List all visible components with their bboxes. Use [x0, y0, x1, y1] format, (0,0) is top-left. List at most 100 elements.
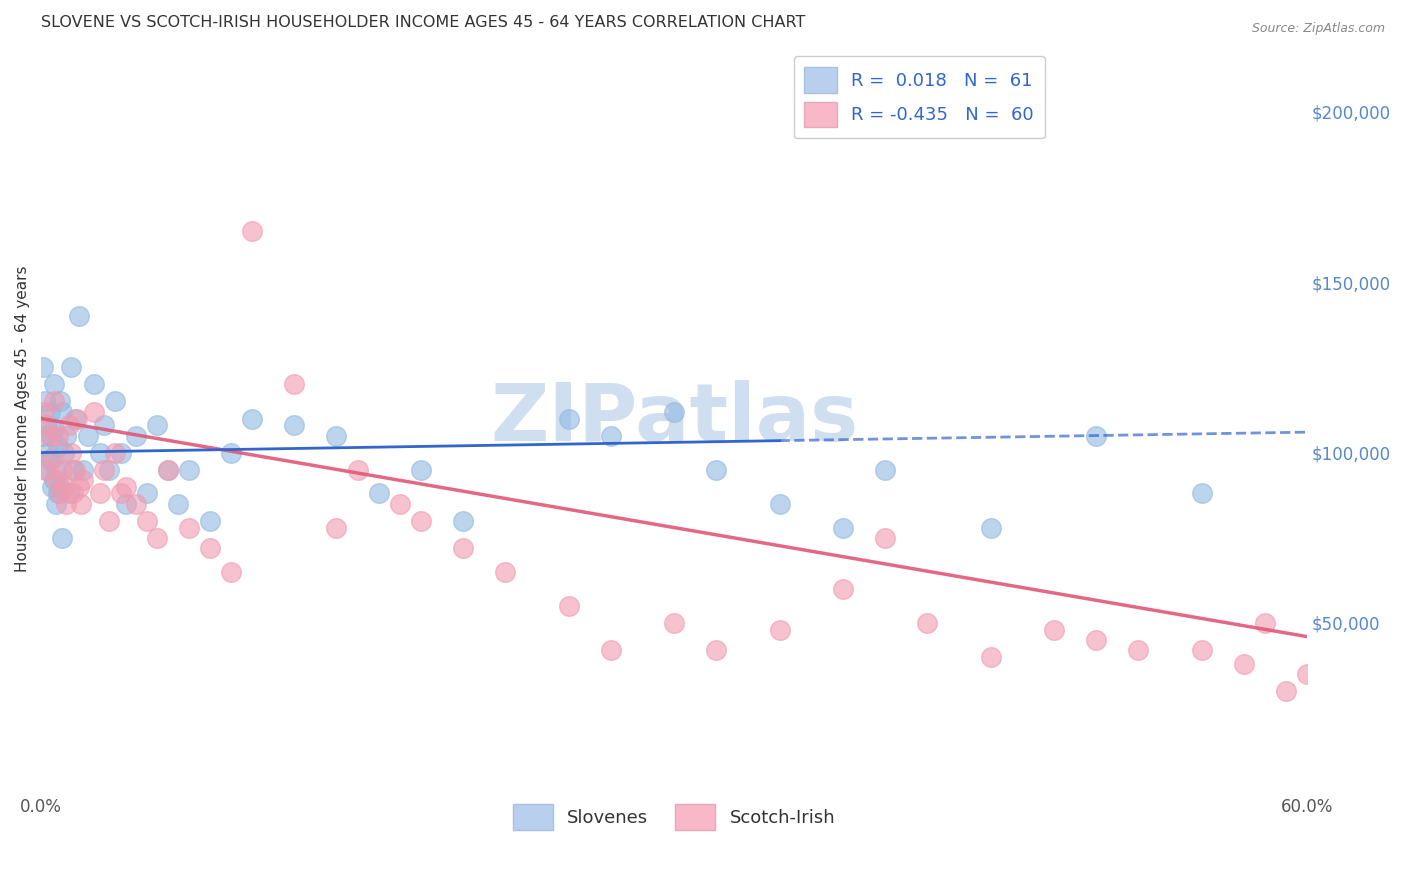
Point — [125, 497, 148, 511]
Point — [1254, 615, 1277, 630]
Point — [62, 486, 84, 500]
Point — [662, 405, 685, 419]
Point — [55, 428, 77, 442]
Point — [873, 531, 896, 545]
Point — [1085, 632, 1108, 647]
Point — [346, 462, 368, 476]
Point — [409, 514, 432, 528]
Point — [41, 428, 63, 442]
Point — [494, 565, 516, 579]
Point — [1128, 643, 1150, 657]
Point — [45, 473, 67, 487]
Point — [42, 394, 65, 409]
Point — [156, 462, 179, 476]
Point — [114, 497, 136, 511]
Point — [1191, 486, 1213, 500]
Point — [93, 418, 115, 433]
Point — [167, 497, 190, 511]
Text: Source: ZipAtlas.com: Source: ZipAtlas.com — [1251, 22, 1385, 36]
Point — [135, 514, 157, 528]
Point — [41, 480, 63, 494]
Point — [32, 360, 55, 375]
Point — [873, 462, 896, 476]
Point — [177, 520, 200, 534]
Point — [63, 411, 86, 425]
Point — [51, 462, 73, 476]
Point — [62, 462, 84, 476]
Point — [831, 520, 853, 534]
Point — [45, 497, 67, 511]
Point — [125, 428, 148, 442]
Text: ZIPatlas: ZIPatlas — [489, 379, 858, 458]
Point — [409, 462, 432, 476]
Point — [980, 520, 1002, 534]
Y-axis label: Householder Income Ages 45 - 64 years: Householder Income Ages 45 - 64 years — [15, 265, 30, 572]
Point — [104, 394, 127, 409]
Point — [55, 497, 77, 511]
Point — [83, 377, 105, 392]
Point — [198, 541, 221, 555]
Point — [1043, 623, 1066, 637]
Point — [63, 462, 86, 476]
Point — [980, 650, 1002, 665]
Point — [114, 480, 136, 494]
Point — [42, 473, 65, 487]
Point — [104, 445, 127, 459]
Point — [67, 310, 90, 324]
Point — [388, 497, 411, 511]
Point — [110, 486, 132, 500]
Point — [34, 394, 56, 409]
Point — [240, 224, 263, 238]
Point — [325, 428, 347, 442]
Point — [83, 405, 105, 419]
Point — [49, 486, 72, 500]
Point — [70, 497, 93, 511]
Point — [451, 514, 474, 528]
Point — [367, 486, 389, 500]
Point — [599, 643, 621, 657]
Point — [283, 418, 305, 433]
Point — [97, 462, 120, 476]
Point — [38, 428, 60, 442]
Point — [177, 462, 200, 476]
Point — [66, 411, 89, 425]
Point — [46, 439, 69, 453]
Point — [768, 497, 790, 511]
Point — [1191, 643, 1213, 657]
Point — [1275, 684, 1298, 698]
Point — [46, 486, 69, 500]
Point — [72, 462, 94, 476]
Point — [1233, 657, 1256, 671]
Point — [51, 405, 73, 419]
Point — [704, 643, 727, 657]
Point — [662, 615, 685, 630]
Point — [768, 623, 790, 637]
Point — [915, 615, 938, 630]
Point — [89, 486, 111, 500]
Point — [557, 599, 579, 613]
Point — [89, 445, 111, 459]
Point — [49, 480, 72, 494]
Point — [49, 394, 72, 409]
Point — [42, 377, 65, 392]
Point — [51, 531, 73, 545]
Point — [146, 531, 169, 545]
Point — [34, 418, 56, 433]
Point — [67, 480, 90, 494]
Point — [156, 462, 179, 476]
Point — [53, 445, 76, 459]
Point — [59, 445, 82, 459]
Point — [97, 514, 120, 528]
Point — [146, 418, 169, 433]
Point — [451, 541, 474, 555]
Point — [38, 405, 60, 419]
Point — [1085, 428, 1108, 442]
Point — [42, 422, 65, 436]
Point — [32, 405, 55, 419]
Point — [32, 428, 55, 442]
Point — [59, 360, 82, 375]
Point — [76, 428, 98, 442]
Point — [704, 462, 727, 476]
Legend: Slovenes, Scotch-Irish: Slovenes, Scotch-Irish — [506, 797, 842, 837]
Text: SLOVENE VS SCOTCH-IRISH HOUSEHOLDER INCOME AGES 45 - 64 YEARS CORRELATION CHART: SLOVENE VS SCOTCH-IRISH HOUSEHOLDER INCO… — [41, 15, 806, 30]
